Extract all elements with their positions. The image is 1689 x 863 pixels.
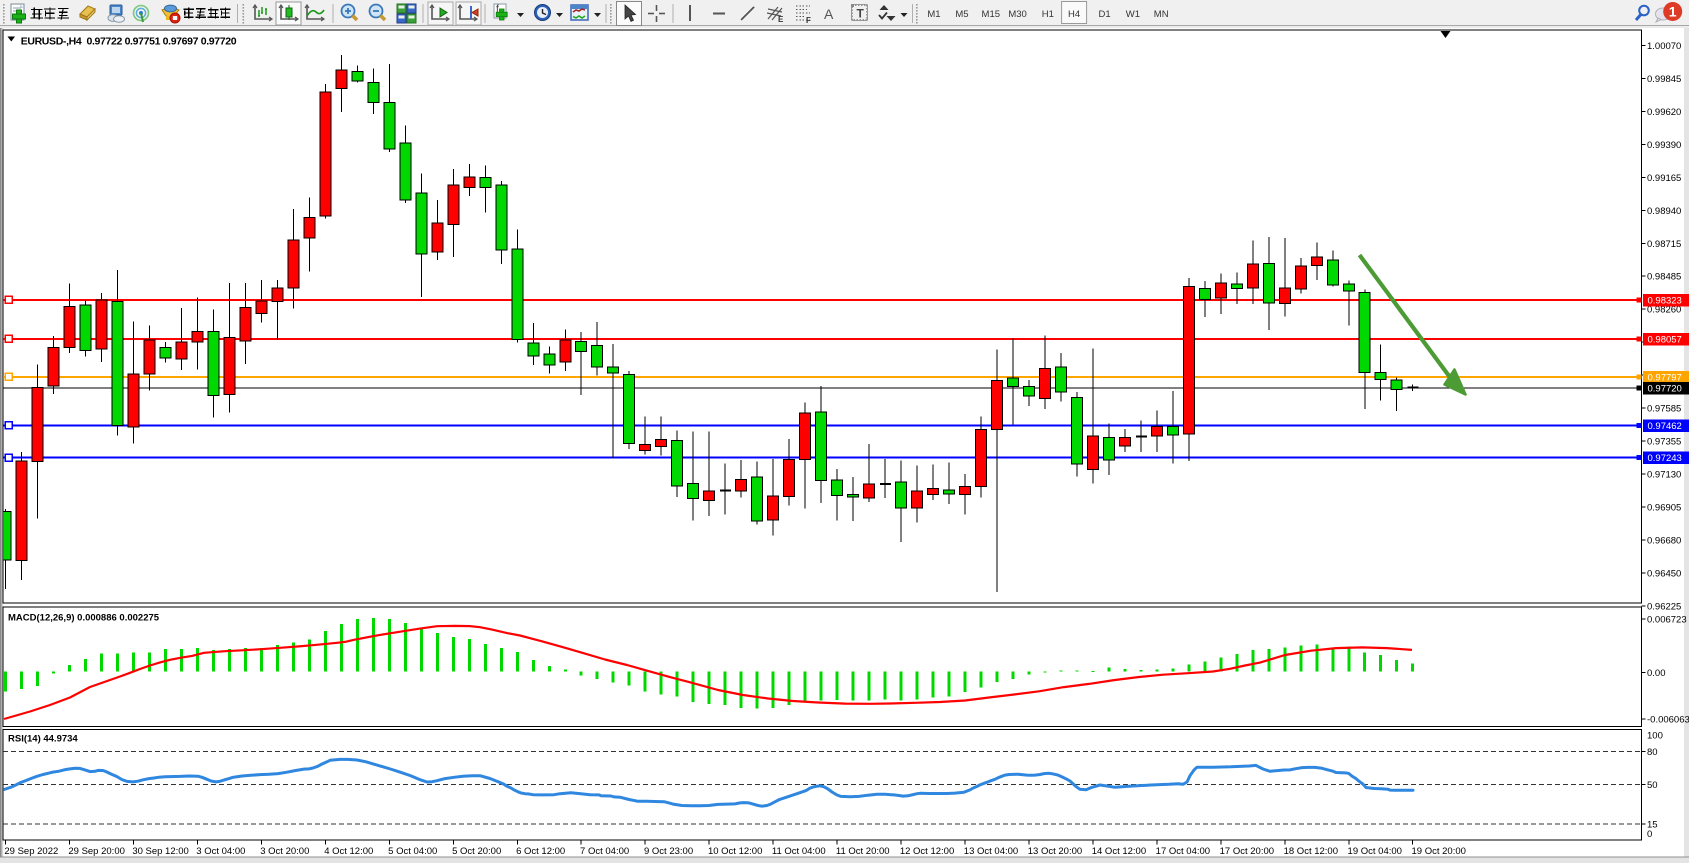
svg-text:7 Oct 04:00: 7 Oct 04:00 [580,846,629,857]
svg-text:0.00: 0.00 [1647,668,1666,679]
svg-text:0.99620: 0.99620 [1647,107,1681,118]
svg-text:13 Oct 04:00: 13 Oct 04:00 [964,846,1018,857]
svg-text:50: 50 [1647,780,1658,791]
svg-text:17 Oct 20:00: 17 Oct 20:00 [1220,846,1274,857]
svg-text:W1: W1 [1126,9,1140,20]
svg-text:M30: M30 [1008,9,1026,20]
svg-text:T: T [857,7,865,21]
svg-text:D1: D1 [1099,9,1111,20]
svg-text:M15: M15 [982,9,1000,20]
svg-text:0.96680: 0.96680 [1647,535,1681,546]
svg-text:0.96450: 0.96450 [1647,568,1681,579]
svg-text:0.006723: 0.006723 [1647,615,1687,626]
svg-text:MN: MN [1154,9,1169,20]
svg-text:0.96905: 0.96905 [1647,502,1681,513]
svg-text:A: A [824,6,834,22]
svg-text:0.97462: 0.97462 [1648,421,1682,432]
svg-text:11 Oct 20:00: 11 Oct 20:00 [836,846,890,857]
svg-text:29 Sep 20:00: 29 Sep 20:00 [68,846,125,857]
svg-text:M1: M1 [927,9,940,20]
svg-text:17 Oct 04:00: 17 Oct 04:00 [1156,846,1210,857]
svg-text:15: 15 [1647,820,1658,831]
svg-text:0.97720: 0.97720 [1648,384,1682,395]
svg-text:3 Oct 20:00: 3 Oct 20:00 [260,846,309,857]
svg-text:19 Oct 04:00: 19 Oct 04:00 [1348,846,1402,857]
svg-text:H1: H1 [1042,9,1054,20]
svg-text:14 Oct 12:00: 14 Oct 12:00 [1092,846,1146,857]
svg-text:100: 100 [1647,731,1663,742]
svg-text:0.98323: 0.98323 [1648,295,1682,306]
svg-text:6 Oct 12:00: 6 Oct 12:00 [516,846,565,857]
svg-text:0.97585: 0.97585 [1647,404,1681,415]
svg-text:0.98485: 0.98485 [1647,272,1681,283]
svg-text:0.97355: 0.97355 [1647,437,1681,448]
svg-text:0.98715: 0.98715 [1647,239,1681,250]
svg-text:RSI(14) 44.9734: RSI(14) 44.9734 [8,734,78,745]
svg-text:0.96225: 0.96225 [1647,601,1681,612]
svg-text:10 Oct 12:00: 10 Oct 12:00 [708,846,762,857]
svg-text:0.97130: 0.97130 [1647,469,1681,480]
svg-text:12 Oct 12:00: 12 Oct 12:00 [900,846,954,857]
svg-text:19 Oct 20:00: 19 Oct 20:00 [1412,846,1466,857]
svg-text:0: 0 [1647,829,1652,840]
svg-text:9 Oct 23:00: 9 Oct 23:00 [644,846,693,857]
svg-text:11 Oct 04:00: 11 Oct 04:00 [772,846,826,857]
svg-text:0.97243: 0.97243 [1648,453,1682,464]
svg-text:E: E [778,15,784,24]
svg-text:0.98940: 0.98940 [1647,206,1681,217]
svg-text:5 Oct 20:00: 5 Oct 20:00 [452,846,501,857]
svg-text:29 Sep 2022: 29 Sep 2022 [4,846,58,857]
svg-text:0.97797: 0.97797 [1648,372,1682,383]
svg-text:80: 80 [1647,747,1658,758]
svg-text:-0.006063: -0.006063 [1647,715,1689,726]
svg-text:F: F [806,16,811,25]
svg-text:0.99845: 0.99845 [1647,74,1681,85]
svg-text:13 Oct 20:00: 13 Oct 20:00 [1028,846,1082,857]
svg-text:30 Sep 12:00: 30 Sep 12:00 [132,846,189,857]
svg-text:5 Oct 04:00: 5 Oct 04:00 [388,846,437,857]
svg-text:0.98057: 0.98057 [1648,334,1682,345]
svg-text:3 Oct 04:00: 3 Oct 04:00 [196,846,245,857]
svg-text:0.98260: 0.98260 [1647,305,1681,316]
svg-text:1: 1 [1669,4,1677,20]
svg-text:f: f [496,4,499,15]
svg-text:4 Oct 12:00: 4 Oct 12:00 [324,846,373,857]
svg-text:1.00070: 1.00070 [1647,41,1681,52]
svg-text:0.99165: 0.99165 [1647,173,1681,184]
svg-text:18 Oct 12:00: 18 Oct 12:00 [1284,846,1338,857]
svg-text:MACD(12,26,9) 0.000886 0.00227: MACD(12,26,9) 0.000886 0.002275 [8,613,160,624]
svg-text:EURUSD-,H4 0.97722 0.97751 0.: EURUSD-,H4 0.97722 0.97751 0.97697 0.977… [21,35,237,47]
svg-text:0.99390: 0.99390 [1647,140,1681,151]
svg-text:H4: H4 [1068,9,1080,20]
svg-text:M5: M5 [955,9,968,20]
